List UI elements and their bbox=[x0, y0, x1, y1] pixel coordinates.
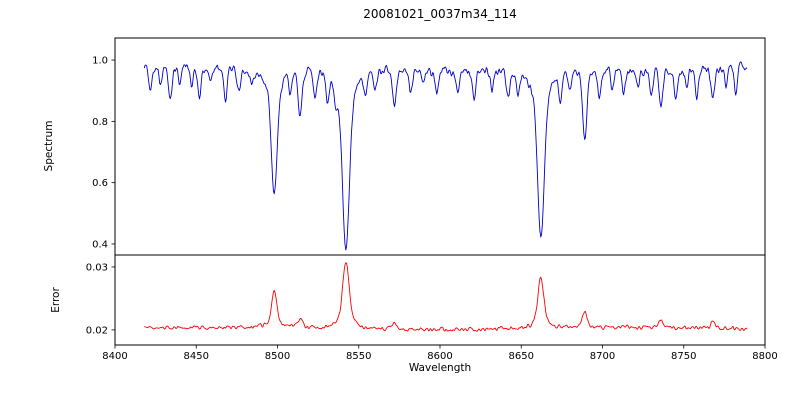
error-y-tick-label: 0.03 bbox=[86, 262, 108, 273]
spectrum-line bbox=[143, 61, 748, 251]
error-panel-border bbox=[114, 254, 766, 346]
x-tick-label: 8450 bbox=[184, 351, 209, 362]
error-line bbox=[144, 262, 748, 332]
error-y-tick-label: 0.02 bbox=[86, 325, 108, 336]
chart-title: 20081021_0037m34_114 bbox=[363, 7, 517, 21]
spectrum-panel-border bbox=[114, 37, 766, 256]
spectrum-y-tick-label: 0.8 bbox=[92, 117, 108, 128]
x-tick-label: 8550 bbox=[346, 351, 371, 362]
x-tick-label: 8600 bbox=[427, 351, 452, 362]
x-tick-label: 8750 bbox=[671, 351, 696, 362]
spectrum-y-tick-label: 1.0 bbox=[92, 56, 108, 67]
x-tick-label: 8800 bbox=[752, 351, 777, 362]
spectrum-y-tick-label: 0.4 bbox=[92, 239, 108, 250]
x-axis-label: Wavelength bbox=[408, 362, 472, 374]
x-tick-label: 8500 bbox=[265, 351, 290, 362]
x-tick-label: 8650 bbox=[509, 351, 534, 362]
spectrum-y-tick-label: 0.6 bbox=[92, 178, 108, 189]
x-tick-label: 8400 bbox=[102, 351, 127, 362]
x-tick-label: 8700 bbox=[590, 351, 615, 362]
